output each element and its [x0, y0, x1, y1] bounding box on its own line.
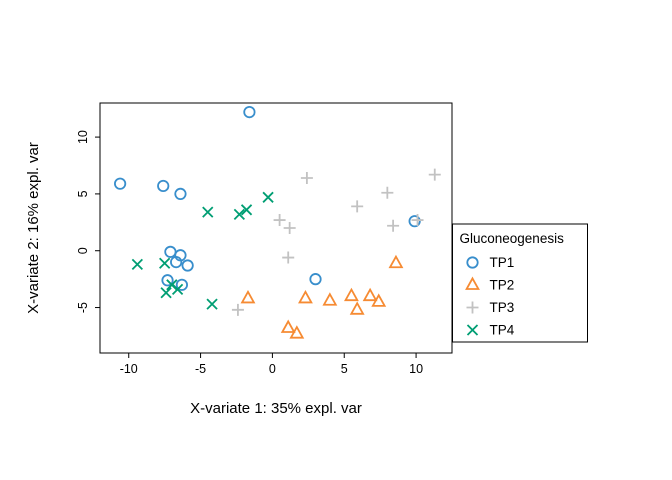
point-TP3	[351, 200, 364, 213]
point-TP1	[161, 274, 174, 287]
x-tick-label: 0	[269, 362, 276, 376]
point-TP4	[159, 257, 171, 269]
legend-symbol-TP2	[465, 276, 480, 290]
point-TP1	[164, 245, 177, 258]
x-axis-title: X-variate 1: 35% expl. var	[190, 400, 362, 417]
point-TP3	[282, 251, 295, 264]
y-tick-label: 10	[76, 130, 90, 144]
point-TP3	[231, 303, 244, 316]
x-tick-label: 10	[409, 362, 423, 376]
y-tick-label: 0	[76, 247, 90, 254]
point-TP1	[114, 177, 127, 190]
point-TP4	[240, 204, 253, 216]
x-tick-label: -5	[195, 362, 206, 376]
legend-symbol-TP1	[466, 256, 479, 269]
point-TP1	[174, 187, 187, 201]
point-TP1	[408, 215, 421, 228]
point-TP3	[283, 222, 296, 234]
point-TP1	[157, 179, 170, 193]
point-TP2	[240, 290, 256, 304]
plot-box	[99, 102, 453, 354]
point-TP4	[206, 298, 218, 310]
point-TP2	[349, 301, 365, 315]
point-TP2	[322, 292, 338, 306]
legend-label-TP3: TP3	[490, 300, 515, 315]
point-TP4	[131, 258, 143, 271]
point-TP2	[343, 287, 359, 302]
point-TP2	[280, 319, 296, 333]
point-TP3	[428, 168, 441, 181]
point-TP4	[160, 287, 172, 299]
x-tick-label: 5	[341, 362, 348, 376]
point-TP4	[233, 208, 245, 221]
point-TP4	[202, 206, 214, 218]
point-TP1	[243, 105, 256, 119]
point-TP2	[362, 287, 378, 302]
legend-label-TP4: TP4	[490, 323, 515, 338]
point-TP3	[273, 214, 286, 227]
y-axis-title: X-variate 2: 16% expl. var	[25, 142, 42, 314]
point-TP2	[289, 325, 305, 339]
point-TP3	[300, 172, 313, 184]
point-TP1	[170, 255, 183, 269]
point-TP4	[171, 283, 184, 296]
y-tick-label: 5	[76, 190, 90, 197]
legend-title: Gluconeogenesis	[460, 231, 565, 246]
point-TP1	[309, 273, 322, 286]
legend-symbol-TP4	[466, 324, 479, 336]
x-tick-label: -10	[120, 362, 138, 376]
legend-label-TP1: TP1	[490, 255, 515, 270]
point-TP3	[411, 214, 424, 227]
point-TP3	[381, 186, 394, 199]
point-TP1	[181, 259, 194, 272]
point-TP2	[388, 254, 404, 269]
point-TP2	[371, 293, 387, 307]
legend-label-TP2: TP2	[490, 278, 515, 293]
legend-symbol-TP3	[466, 301, 479, 314]
point-TP2	[298, 290, 313, 304]
point-TP3	[387, 219, 400, 232]
point-TP1	[175, 278, 188, 291]
y-tick-label: -5	[76, 302, 90, 313]
point-TP4	[262, 191, 274, 203]
